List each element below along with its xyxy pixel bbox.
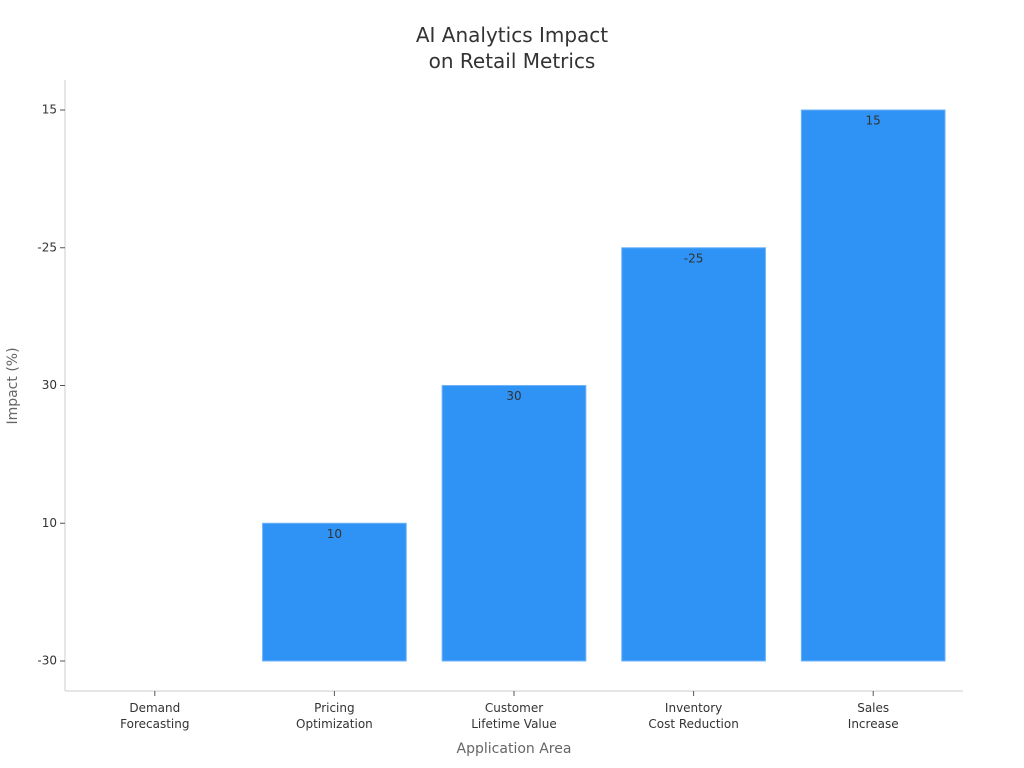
bar (441, 385, 587, 662)
bar (621, 247, 766, 662)
y-tick-label: -25 (37, 240, 57, 254)
y-tick-label: 30 (42, 378, 57, 392)
y-tick-label: -30 (37, 654, 57, 668)
y-tick-label: 15 (42, 103, 57, 117)
bar (262, 522, 407, 662)
data-label: -25 (684, 251, 704, 265)
x-tick-label: Customer Lifetime Value (471, 701, 557, 731)
x-axis-title: Application Area (456, 741, 572, 757)
x-tick-label: Inventory Cost Reduction (648, 701, 739, 731)
bar (800, 109, 946, 662)
data-label: 10 (327, 527, 342, 541)
data-label: 30 (506, 389, 521, 403)
y-tick-label: 10 (42, 516, 57, 530)
data-label: 15 (866, 114, 881, 128)
chart-title: AI Analytics Impact on Retail Metrics (415, 23, 609, 73)
y-axis-title: Impact (%) (5, 347, 21, 425)
x-tick-label: Demand Forecasting (120, 701, 190, 731)
x-tick-label: Pricing Optimization (296, 701, 373, 731)
x-tick-label: Sales Increase (847, 701, 899, 731)
